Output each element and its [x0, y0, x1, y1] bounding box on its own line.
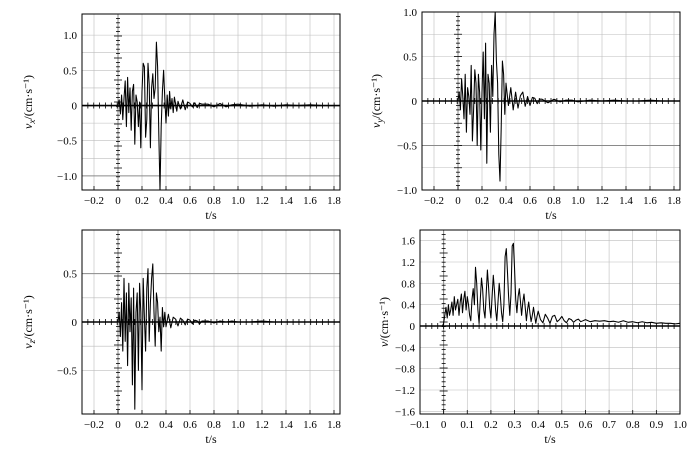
panel-vz-chart: −0.2 0 0.2 0.4 0.6 0.8 1.0 1.2 1.4 1.6 1.8 0.5 0 −0.5… — [21, 229, 341, 446]
x-tick-label: 0.3 — [508, 419, 522, 431]
x-tick-label: 1.8 — [327, 195, 341, 207]
panel-vx-chart: −0.2 0 0.2 0.4 0.6 0.8 1.0 1.2 1.4 1.6 1.8 1.0 0.5 0 −… — [21, 13, 341, 222]
y-tick-label: 0.5 — [403, 52, 417, 64]
x-tick-label: 1.6 — [643, 195, 657, 207]
x-tick-label: 0 — [115, 419, 121, 431]
x-tick-label: 1.4 — [619, 195, 633, 207]
x-tick-label: 1.4 — [279, 195, 293, 207]
x-tick-label: 0.9 — [649, 419, 663, 431]
y-tick-label: −0.4 — [395, 342, 415, 354]
x-tick-label: 1.6 — [303, 195, 317, 207]
panel-v-chart: −0.1 0 0.1 0.2 0.3 0.4 0.5 0.6 0.7 0.8 0.9 1.0 1.6 1.… — [377, 229, 687, 446]
x-tick-label: 0.2 — [135, 419, 149, 431]
x-tick-label: 0.4 — [159, 419, 173, 431]
plot-frame — [81, 13, 341, 191]
y-tick-label: 0.5 — [63, 269, 77, 281]
y-tick-label: 0 — [410, 321, 416, 333]
x-tick-label: 1.2 — [255, 195, 269, 207]
x-axis-label: t/s — [545, 208, 557, 222]
velocity-trace-line — [82, 41, 340, 191]
x-tick-label: 1.0 — [673, 419, 687, 431]
velocity-trace-line — [82, 263, 340, 410]
x-tick-label: 1.2 — [595, 195, 609, 207]
velocity-trace-line — [422, 11, 680, 182]
x-tick-label: 0.6 — [523, 195, 537, 207]
x-tick-label: 1.0 — [571, 195, 585, 207]
y-tick-label: 0 — [72, 101, 78, 113]
x-axis-label: t/s — [205, 208, 217, 222]
x-tick-label: 0.7 — [602, 419, 616, 431]
y-tick-label: 0.4 — [401, 300, 415, 312]
x-tick-label: 0.4 — [159, 195, 173, 207]
x-tick-label: −0.2 — [84, 195, 104, 207]
x-tick-label: 0.6 — [183, 419, 197, 431]
y-tick-label: 0.8 — [401, 278, 415, 290]
y-tick-label: 0 — [412, 96, 418, 108]
x-tick-label: −0.2 — [84, 419, 104, 431]
y-tick-label: −1.6 — [395, 406, 415, 418]
x-tick-label: 1.8 — [667, 195, 681, 207]
x-tick-label: 0 — [455, 195, 461, 207]
x-tick-label: −0.1 — [410, 419, 430, 431]
panel-vy-chart: −0.2 0 0.2 0.4 0.6 0.8 1.0 1.2 1.4 1.6 1.8 1.0 0.5 0 −… — [369, 7, 681, 222]
x-tick-label: −0.2 — [424, 195, 444, 207]
x-tick-label: 1.8 — [327, 419, 341, 431]
y-tick-label: 1.2 — [401, 257, 415, 269]
y-tick-label: 1.6 — [401, 236, 415, 248]
x-tick-label: 0 — [441, 419, 447, 431]
y-tick-label: −1.0 — [57, 171, 77, 183]
y-axis-label: vy/(cm·s⁻¹) — [369, 74, 385, 128]
plot-frame — [419, 229, 681, 415]
y-tick-label: 1.0 — [63, 30, 77, 42]
y-tick-label: −0.8 — [395, 364, 415, 376]
x-tick-label: 0.4 — [499, 195, 513, 207]
x-tick-label: 1.6 — [303, 419, 317, 431]
x-tick-label: 0.4 — [531, 419, 545, 431]
y-tick-label: −1.2 — [395, 385, 415, 397]
y-tick-label: −0.5 — [397, 141, 417, 153]
x-tick-label: 0.6 — [183, 195, 197, 207]
velocity-trace-line — [420, 242, 681, 327]
x-tick-label: 0.5 — [555, 419, 569, 431]
y-tick-label: −1.0 — [397, 185, 417, 197]
x-tick-label: 1.4 — [279, 419, 293, 431]
y-tick-label: 0.5 — [63, 65, 77, 77]
x-tick-label: 0.6 — [579, 419, 593, 431]
y-axis-label: v/(cm·s⁻¹) — [377, 297, 391, 347]
x-tick-label: 0.8 — [626, 419, 640, 431]
x-tick-label: 1.0 — [231, 419, 245, 431]
y-tick-label: 1.0 — [403, 7, 417, 19]
x-tick-label: 1.0 — [231, 195, 245, 207]
x-tick-label: 1.2 — [255, 419, 269, 431]
y-tick-label: −0.5 — [57, 365, 77, 377]
x-tick-label: 0.8 — [207, 195, 221, 207]
x-tick-label: 0.2 — [135, 195, 149, 207]
y-tick-label: −0.5 — [57, 136, 77, 148]
x-tick-label: 0.2 — [484, 419, 498, 431]
y-tick-label: 0 — [72, 317, 78, 329]
y-axis-label: vx/(cm·s⁻¹) — [21, 75, 37, 129]
x-tick-label: 0.8 — [207, 419, 221, 431]
x-axis-label: t/s — [544, 432, 556, 446]
x-tick-label: 0.1 — [460, 419, 474, 431]
x-tick-label: 0.8 — [547, 195, 561, 207]
x-tick-label: 0.2 — [475, 195, 489, 207]
y-axis-label: vz/(cm·s⁻¹) — [21, 295, 37, 348]
x-axis-label: t/s — [205, 432, 217, 446]
x-tick-label: 0 — [115, 195, 121, 207]
